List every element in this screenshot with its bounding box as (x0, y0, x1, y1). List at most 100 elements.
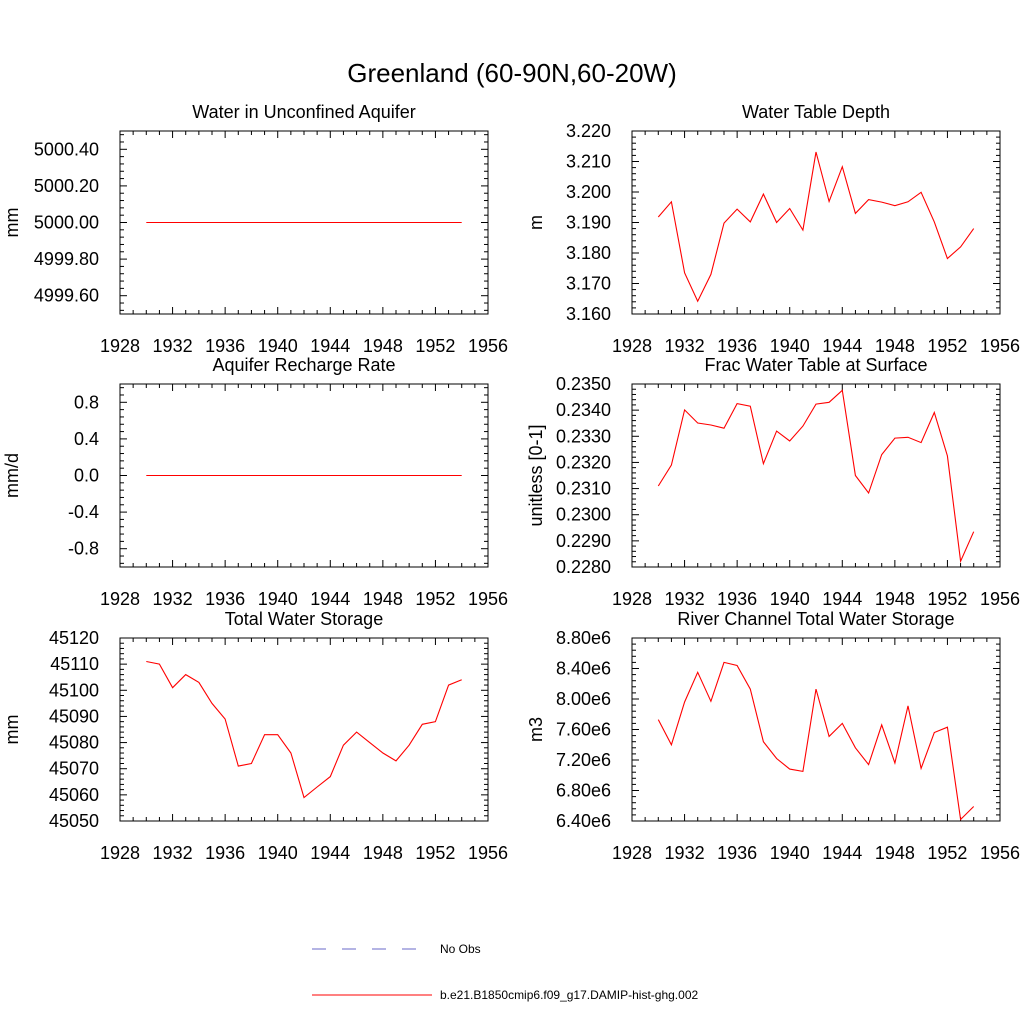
panel: Aquifer Recharge Rate mm/d 1928 1932 1936 194… (2, 355, 508, 609)
y-tick-label: 3.220 (566, 121, 611, 141)
y-tick-label: 45100 (49, 680, 99, 700)
panel-title: Water Table Depth (742, 102, 890, 122)
y-tick-label: 0.2310 (556, 479, 611, 499)
y-tick-label: 3.210 (566, 152, 611, 172)
x-tick-label: 1932 (665, 589, 705, 609)
x-tick-label: 1936 (717, 336, 757, 356)
x-tick-label: 1948 (875, 336, 915, 356)
y-tick-label: 0.0 (74, 466, 99, 486)
panel-title: Frac Water Table at Surface (704, 355, 927, 375)
y-tick-label: 0.2290 (556, 531, 611, 551)
x-tick-label: 1928 (100, 843, 140, 863)
x-tick-label: 1952 (927, 589, 967, 609)
y-tick-label: 0.8 (74, 392, 99, 412)
y-tick-label: 0.2330 (556, 426, 611, 446)
x-tick-label: 1948 (363, 843, 403, 863)
panel-title: River Channel Total Water Storage (677, 609, 954, 629)
y-tick-label: 4999.60 (34, 286, 99, 306)
x-tick-label: 1932 (153, 336, 193, 356)
x-tick-label: 1952 (415, 589, 455, 609)
x-tick-label: 1940 (770, 336, 810, 356)
x-tick-label: 1940 (770, 843, 810, 863)
y-tick-label: 0.4 (74, 429, 99, 449)
x-tick-label: 1948 (363, 336, 403, 356)
data-series-line (146, 660, 462, 799)
y-tick-label: 45070 (49, 759, 99, 779)
x-tick-label: 1940 (770, 589, 810, 609)
panel-title: Total Water Storage (225, 609, 383, 629)
x-tick-label: 1940 (258, 336, 298, 356)
y-tick-label: 45110 (50, 654, 99, 674)
x-tick-label: 1944 (310, 336, 350, 356)
legend-label-no-obs: No Obs (440, 942, 481, 956)
x-tick-label: 1956 (980, 589, 1020, 609)
legend-label-model: b.e21.B1850cmip6.f09_g17.DAMIP-hist-ghg.… (440, 988, 698, 1002)
x-tick-label: 1948 (875, 589, 915, 609)
y-tick-label: 3.170 (566, 274, 611, 294)
x-tick-label: 1940 (258, 843, 298, 863)
x-tick-label: 1932 (665, 336, 705, 356)
y-tick-label: 0.2350 (556, 374, 611, 394)
x-tick-label: 1932 (665, 843, 705, 863)
y-tick-label: 45060 (49, 785, 99, 805)
y-tick-label: 0.2280 (556, 557, 611, 577)
x-tick-label: 1936 (717, 589, 757, 609)
panel: Water in Unconfined Aquifer mm 1928 1932 193… (2, 102, 508, 356)
y-tick-label: 45050 (49, 811, 99, 831)
y-axis-label: mm (2, 715, 22, 745)
y-axis-label: m (526, 215, 546, 230)
y-tick-label: 3.190 (566, 213, 611, 233)
panel: Frac Water Table at Surface unitless [0-1… (526, 355, 1020, 609)
y-tick-label: 8.80e6 (556, 628, 611, 648)
y-tick-label: -0.4 (68, 502, 99, 522)
data-series-line (657, 389, 975, 564)
y-tick-label: 3.180 (566, 243, 611, 263)
panel-title: Aquifer Recharge Rate (212, 355, 395, 375)
x-tick-label: 1956 (980, 843, 1020, 863)
x-tick-label: 1928 (100, 336, 140, 356)
x-tick-label: 1956 (468, 336, 508, 356)
y-tick-label: 3.200 (566, 182, 611, 202)
data-series-line (657, 661, 975, 821)
x-tick-label: 1928 (100, 589, 140, 609)
x-tick-label: 1944 (822, 843, 862, 863)
x-tick-label: 1952 (927, 843, 967, 863)
x-tick-label: 1944 (822, 336, 862, 356)
y-tick-label: 8.40e6 (556, 659, 611, 679)
y-tick-label: 45090 (49, 706, 99, 726)
x-tick-label: 1952 (415, 336, 455, 356)
x-tick-label: 1932 (153, 843, 193, 863)
x-tick-label: 1944 (310, 589, 350, 609)
y-tick-label: 5000.20 (34, 176, 99, 196)
y-tick-label: 0.2320 (556, 452, 611, 472)
y-axis-label: mm (2, 208, 22, 238)
x-tick-label: 1952 (927, 336, 967, 356)
panel: River Channel Total Water Storage m3 1928 1… (526, 609, 1020, 863)
x-tick-label: 1944 (822, 589, 862, 609)
x-tick-label: 1928 (612, 589, 652, 609)
x-tick-label: 1940 (258, 589, 298, 609)
x-tick-label: 1944 (310, 843, 350, 863)
figure-title: Greenland (60-90N,60-20W) (347, 58, 677, 88)
panels: Water in Unconfined Aquifer mm 1928 1932 193… (2, 102, 1020, 863)
x-tick-label: 1956 (980, 336, 1020, 356)
y-tick-label: 5000.00 (34, 213, 99, 233)
panel: Water Table Depth m 1928 1932 1936 1940 1944 19… (526, 102, 1020, 356)
y-tick-label: 5000.40 (34, 139, 99, 159)
panel-title: Water in Unconfined Aquifer (192, 102, 415, 122)
x-tick-label: 1928 (612, 843, 652, 863)
x-tick-label: 1936 (205, 843, 245, 863)
y-tick-label: 7.60e6 (556, 720, 611, 740)
panel: Total Water Storage mm 1928 1932 1936 1940 194… (2, 609, 508, 863)
y-tick-label: 8.00e6 (556, 689, 611, 709)
y-axis-label: unitless [0-1] (526, 424, 546, 526)
x-tick-label: 1936 (717, 843, 757, 863)
x-tick-label: 1928 (612, 336, 652, 356)
x-tick-label: 1932 (153, 589, 193, 609)
y-tick-label: 3.160 (566, 304, 611, 324)
y-axis-label: m3 (526, 717, 546, 742)
x-tick-label: 1956 (468, 843, 508, 863)
y-tick-label: 6.40e6 (556, 811, 611, 831)
